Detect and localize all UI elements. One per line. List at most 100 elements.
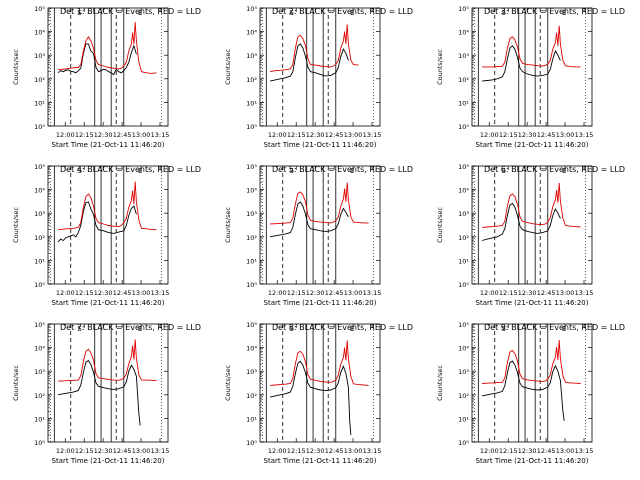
x-tick-label: 12:45: [537, 447, 556, 455]
y-tick-label: 10⁵: [34, 321, 45, 329]
y-tick-label: 10⁰: [458, 439, 469, 447]
y-tick-label: 10⁴: [246, 29, 257, 37]
y-axis-label: Counts/sec: [436, 365, 444, 401]
x-tick-label: 12:30: [518, 289, 537, 297]
x-tick-label: 13:15: [363, 131, 382, 139]
y-tick-label: 10²: [246, 234, 257, 242]
series-line-events: [482, 45, 561, 82]
y-tick-label: 10⁵: [34, 163, 45, 171]
x-tick-label: 12:00: [480, 289, 499, 297]
y-tick-label: 10³: [246, 210, 257, 218]
x-tick-label: 13:15: [575, 447, 594, 455]
y-tick-label: 10¹: [246, 415, 257, 423]
y-tick-label: 10²: [246, 76, 257, 84]
x-tick-label: 12:45: [113, 447, 132, 455]
y-tick-label: 10²: [458, 76, 469, 84]
x-tick-label: 13:00: [132, 131, 151, 139]
x-tick-label: 13:00: [556, 131, 575, 139]
y-tick-label: 10¹: [458, 257, 469, 265]
y-tick-label: 10⁵: [246, 163, 257, 171]
y-axis-label: Counts/sec: [224, 49, 232, 85]
y-tick-label: 10³: [458, 368, 469, 376]
plot-frame: [47, 323, 169, 443]
x-tick-label: 12:15: [287, 447, 306, 455]
y-tick-label: 10⁰: [246, 439, 257, 447]
y-axis-label: Counts/sec: [12, 365, 20, 401]
y-tick-label: 10²: [34, 76, 45, 84]
y-tick-label: 10²: [458, 234, 469, 242]
x-tick-label: 13:00: [132, 447, 151, 455]
x-tick-label: 12:45: [113, 131, 132, 139]
panel-title: Det 4: BLACK = Events, RED = LLD: [60, 165, 201, 174]
x-axis-label: Start Time (21-Oct-11 11:46:20): [476, 457, 589, 465]
y-tick-label: 10⁴: [246, 345, 257, 353]
x-tick-label: 12:30: [94, 447, 113, 455]
detector-panel-9: Det 9: BLACK = Events, RED = LLD Counts/s…: [436, 321, 625, 465]
panel-title: Det 9: BLACK = Events, RED = LLD: [484, 323, 625, 332]
flag-start-label: S: [77, 325, 82, 333]
panel-title: Det 5: BLACK = Events, RED = LLD: [272, 165, 413, 174]
flag-start-label: S: [501, 167, 506, 175]
x-tick-label: 12:45: [537, 289, 556, 297]
flag-end-label: E: [562, 9, 566, 17]
series-line-events: [269, 43, 349, 82]
y-axis-label: Counts/sec: [224, 207, 232, 243]
flag-start-label: S: [77, 9, 82, 17]
x-tick-label: 12:00: [56, 447, 75, 455]
y-tick-label: 10⁵: [458, 5, 469, 13]
x-tick-label: 12:15: [287, 131, 306, 139]
y-tick-label: 10⁵: [34, 5, 45, 13]
flag-start-label: S: [289, 9, 294, 17]
x-tick-label: 12:45: [325, 447, 344, 455]
series-line-events: [270, 201, 349, 238]
panel-title: Det 7: BLACK = Events, RED = LLD: [60, 323, 201, 332]
x-tick-label: 12:15: [499, 289, 518, 297]
x-tick-label: 13:00: [556, 289, 575, 297]
x-tick-label: 12:15: [499, 131, 518, 139]
flag-start-label: S: [501, 9, 506, 17]
panel-title: Det 2: BLACK = Events, RED = LLD: [272, 7, 413, 16]
y-tick-label: 10³: [34, 368, 45, 376]
flag-end-label: E: [562, 167, 566, 175]
y-tick-label: 10⁵: [246, 321, 257, 329]
x-tick-label: 12:30: [518, 447, 537, 455]
x-tick-label: 12:15: [287, 289, 306, 297]
y-tick-label: 10³: [246, 52, 257, 60]
y-tick-label: 10⁴: [458, 187, 469, 195]
y-tick-label: 10²: [34, 234, 45, 242]
y-tick-label: 10³: [458, 210, 469, 218]
series-line-lld: [58, 22, 157, 74]
flag-end-label: E: [138, 325, 142, 333]
series-line-lld: [482, 339, 581, 384]
series-line-lld: [270, 340, 369, 386]
plot-frame: [47, 7, 169, 127]
series-line-lld: [482, 182, 581, 228]
y-axis-label: Counts/sec: [12, 49, 20, 85]
plot-frame: [471, 7, 593, 127]
y-tick-label: 10³: [458, 52, 469, 60]
detector-panel-3: Det 3: BLACK = Events, RED = LLD Counts/s…: [436, 5, 625, 149]
y-axis-label: Counts/sec: [12, 207, 20, 243]
y-tick-label: 10²: [458, 392, 469, 400]
x-axis-label: Start Time (21-Oct-11 11:46:20): [264, 299, 377, 307]
x-tick-label: 12:00: [268, 131, 287, 139]
detector-panel-1: Det 1: BLACK = Events, RED = LLD Counts/s…: [12, 5, 201, 149]
y-tick-label: 10³: [34, 52, 45, 60]
series-line-lld: [270, 182, 369, 225]
x-tick-label: 13:15: [363, 289, 382, 297]
y-tick-label: 10¹: [458, 99, 469, 107]
x-tick-label: 12:15: [75, 131, 94, 139]
x-tick-label: 13:00: [344, 447, 363, 455]
x-axis-label: Start Time (21-Oct-11 11:46:20): [52, 141, 165, 149]
series-line-events: [481, 202, 561, 241]
detector-panel-7: Det 7: BLACK = Events, RED = LLD Counts/s…: [12, 321, 201, 465]
y-tick-label: 10⁵: [246, 5, 257, 13]
x-tick-label: 12:00: [480, 131, 499, 139]
x-axis-label: Start Time (21-Oct-11 11:46:20): [52, 457, 165, 465]
detector-panel-5: Det 5: BLACK = Events, RED = LLD Counts/s…: [224, 163, 413, 307]
x-tick-label: 13:00: [344, 131, 363, 139]
y-tick-label: 10⁰: [458, 281, 469, 289]
x-tick-label: 13:15: [575, 289, 594, 297]
y-tick-label: 10¹: [34, 415, 45, 423]
x-axis-label: Start Time (21-Oct-11 11:46:20): [52, 299, 165, 307]
